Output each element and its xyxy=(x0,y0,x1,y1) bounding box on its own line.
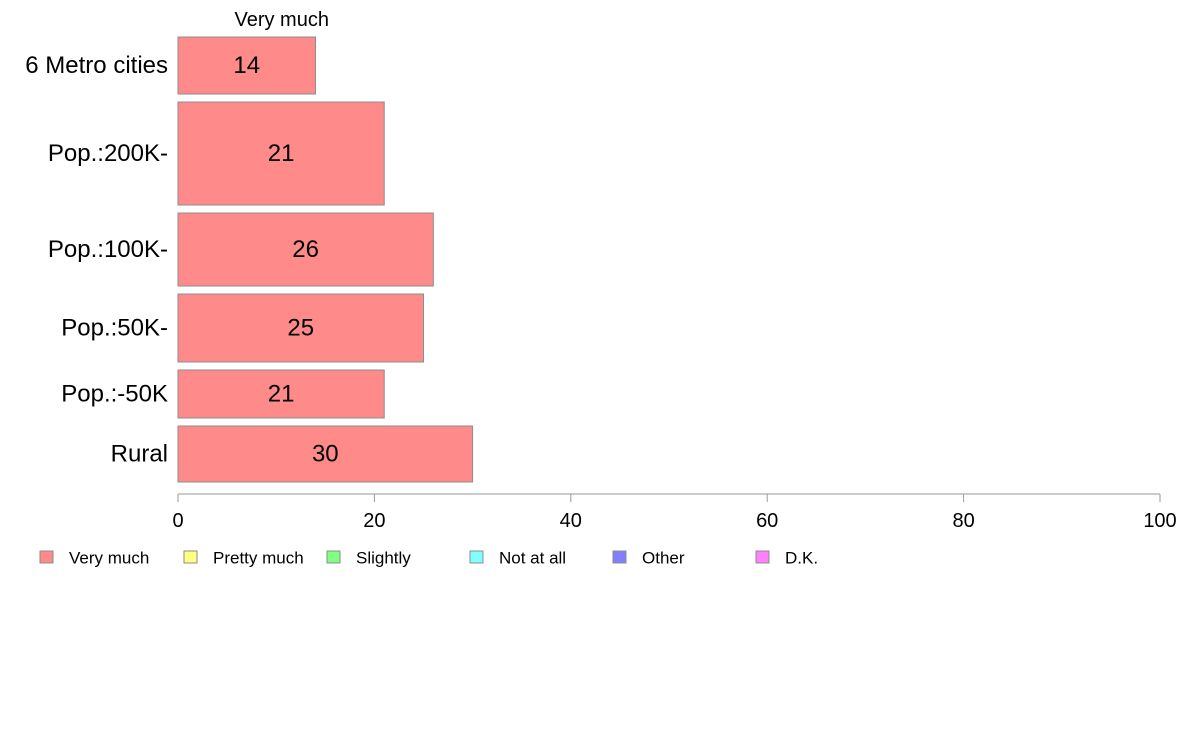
legend-swatch-not-at-all xyxy=(469,550,484,564)
legend-swatch-pretty-much xyxy=(183,550,198,564)
legend-label-d-k: D.K. xyxy=(785,549,818,568)
category-label-6-metro-cities: 6 Metro cities xyxy=(25,52,168,79)
value-label-pop-50k: 25 xyxy=(287,315,314,342)
category-labels: 6 Metro cities Pop.:200K- Pop.:100K- Pop.:5… xyxy=(25,52,168,468)
bar-pop-50k-very-much xyxy=(177,369,385,419)
value-label-rural: 30 xyxy=(312,441,339,468)
legend: Very much Pretty much Slightly Not at all Ot… xyxy=(39,549,818,568)
x-tick-label-80: 80 xyxy=(952,510,974,532)
legend-swatch-d-k xyxy=(755,550,770,564)
x-axis: 0 20 40 60 80 100 xyxy=(172,493,1177,532)
category-label-pop-50k: Pop.:-50K xyxy=(61,381,168,408)
legend-swatch-very-much xyxy=(39,550,54,564)
x-tick-label-100: 100 xyxy=(1143,510,1176,532)
bar-pop-50k-very-much xyxy=(177,293,424,363)
value-label-pop-200k: 21 xyxy=(268,140,295,167)
legend-label-slightly: Slightly xyxy=(356,549,411,568)
value-label-pop-100k: 26 xyxy=(292,236,319,263)
legend-label-very-much: Very much xyxy=(69,549,149,568)
bar-rural-very-much xyxy=(177,425,474,483)
bar-pop-200k-very-much xyxy=(177,101,385,206)
column-header-very-much: Very much xyxy=(234,9,328,31)
bar-6-metro-cities-very-much xyxy=(177,36,316,95)
x-tick-label-60: 60 xyxy=(756,510,778,532)
value-label-pop-50k: 21 xyxy=(268,381,295,408)
value-label-6-metro-cities: 14 xyxy=(233,52,260,79)
category-label-pop-50k: Pop.:50K- xyxy=(61,315,168,342)
x-tick-label-0: 0 xyxy=(172,510,183,532)
bar-pop-100k-very-much xyxy=(177,212,434,287)
category-label-rural: Rural xyxy=(111,441,168,468)
legend-swatch-slightly xyxy=(326,550,341,564)
legend-label-other: Other xyxy=(642,549,685,568)
bars-group: 14 21 26 25 21 30 xyxy=(177,36,474,483)
category-label-pop-200k: Pop.:200K- xyxy=(48,140,168,167)
category-label-pop-100k: Pop.:100K- xyxy=(48,236,168,263)
x-tick-label-40: 40 xyxy=(560,510,582,532)
x-tick-label-20: 20 xyxy=(363,510,385,532)
legend-label-not-at-all: Not at all xyxy=(499,549,566,568)
legend-swatch-other xyxy=(612,550,627,564)
legend-label-pretty-much: Pretty much xyxy=(213,549,304,568)
